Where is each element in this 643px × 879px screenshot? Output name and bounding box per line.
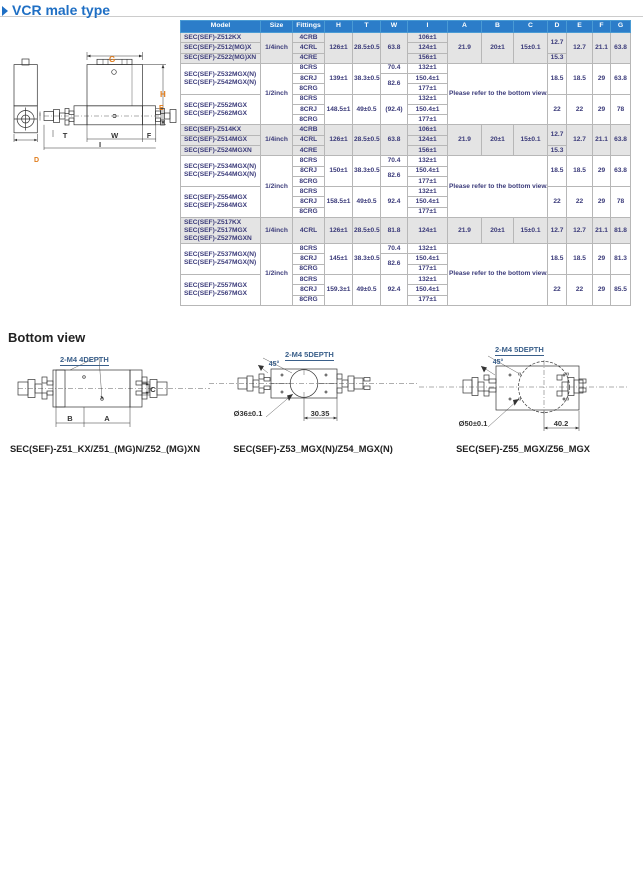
svg-text:SEC(SEF)-Z51_KX/Z51_(MG)N/Z52_: SEC(SEF)-Z51_KX/Z51_(MG)N/Z52_(MG)XN	[10, 444, 200, 454]
svg-text:45°: 45°	[269, 360, 280, 368]
svg-text:B: B	[67, 414, 73, 423]
svg-text:F: F	[147, 133, 152, 140]
svg-text:SEC(SEF)-Z55_MGX/Z56_MGX: SEC(SEF)-Z55_MGX/Z56_MGX	[456, 444, 591, 454]
svg-text:40.2: 40.2	[554, 419, 569, 428]
svg-text:T: T	[63, 131, 68, 140]
svg-text:A: A	[104, 414, 110, 423]
svg-text:C: C	[150, 385, 156, 394]
svg-text:SEC(SEF)-Z53_MGX(N)/Z54_MGX(N): SEC(SEF)-Z53_MGX(N)/Z54_MGX(N)	[233, 444, 393, 454]
svg-text:30.35: 30.35	[311, 409, 330, 418]
svg-text:45°: 45°	[493, 358, 504, 366]
svg-text:Ø36±0.1: Ø36±0.1	[234, 409, 263, 418]
svg-text:Ø50±0.1: Ø50±0.1	[459, 419, 488, 428]
svg-text:I: I	[99, 140, 101, 149]
svg-text:W: W	[111, 131, 119, 140]
